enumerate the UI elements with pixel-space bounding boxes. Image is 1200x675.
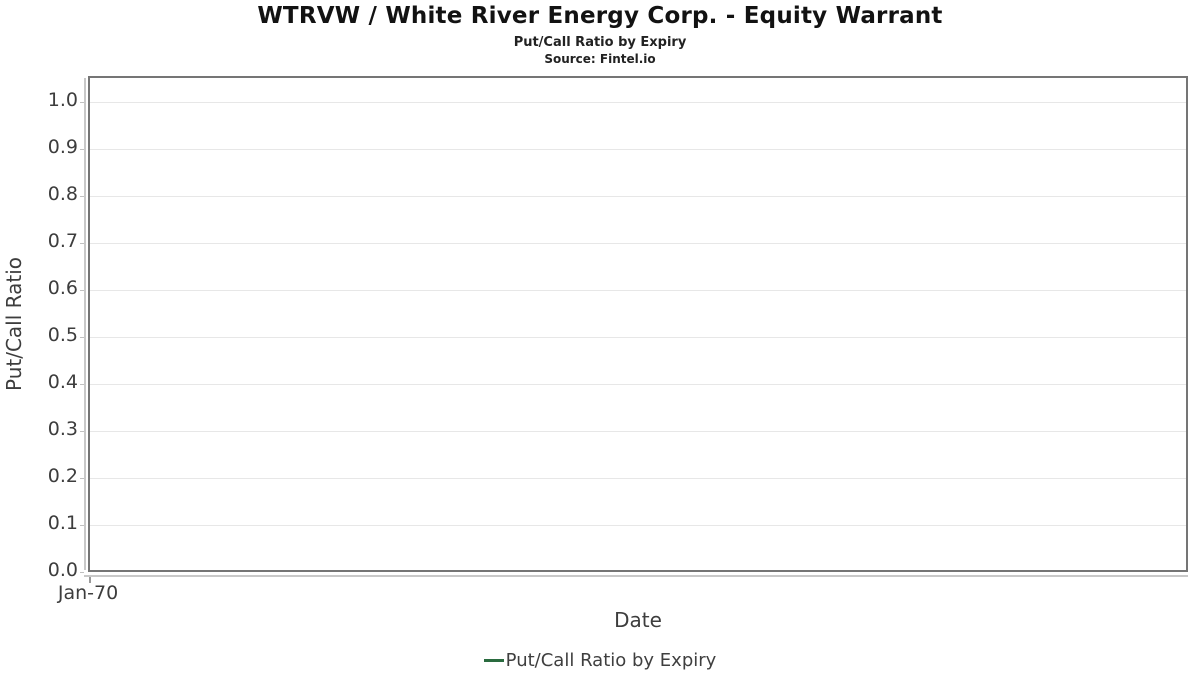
gridline: [90, 243, 1186, 244]
gridline: [90, 525, 1186, 526]
y-axis-line: [84, 78, 86, 570]
y-tick-mark: [80, 572, 84, 573]
y-tick-label: 0.9: [47, 136, 78, 158]
y-tick-label: 0.1: [47, 512, 78, 534]
plot-area: [80, 76, 1188, 583]
x-tick-mark: [89, 577, 91, 583]
gridline: [90, 102, 1186, 103]
chart-subtitle: Put/Call Ratio by Expiry: [513, 35, 687, 50]
gridline: [90, 384, 1186, 385]
x-tick-label: Jan-70: [57, 582, 119, 604]
y-tick-label: 0.0: [47, 559, 78, 581]
chart-source: Source: Fintel.io: [544, 52, 656, 66]
y-tick-labels: 1.0 0.9 0.8 0.7 0.6 0.5 0.4 0.3 0.2 0.1 0.0: [0, 76, 78, 581]
y-tick-mark: [80, 196, 84, 197]
gridline: [90, 149, 1186, 150]
y-tick-mark: [80, 290, 84, 291]
x-axis-title: Date: [614, 608, 662, 632]
legend-line-swatch: [483, 658, 504, 662]
gridline: [90, 478, 1186, 479]
y-tick-mark: [80, 102, 84, 103]
y-tick-label: 0.5: [47, 324, 78, 346]
gridline: [90, 337, 1186, 338]
y-tick-mark: [80, 337, 84, 338]
y-tick-label: 0.2: [47, 465, 78, 487]
y-tick-label: 0.7: [47, 230, 78, 252]
y-tick-label: 0.6: [47, 277, 78, 299]
y-tick-mark: [80, 431, 84, 432]
y-tick-mark: [80, 478, 84, 479]
gridline: [90, 196, 1186, 197]
y-tick-mark: [80, 243, 84, 244]
legend: Put/Call Ratio by Expiry: [0, 646, 1200, 674]
y-tick-label: 0.4: [47, 371, 78, 393]
legend-label: Put/Call Ratio by Expiry: [505, 649, 717, 671]
y-tick-label: 0.8: [47, 183, 78, 205]
y-tick-mark: [80, 149, 84, 150]
x-axis-line: [84, 575, 1188, 577]
y-axis-title: Put/Call Ratio: [2, 256, 26, 392]
y-tick-label: 1.0: [47, 89, 78, 111]
gridline: [90, 290, 1186, 291]
chart-title: WTRVW / White River Energy Corp. - Equit…: [257, 3, 943, 29]
gridline: [90, 431, 1186, 432]
y-tick-mark: [80, 384, 84, 385]
y-tick-mark: [80, 525, 84, 526]
y-tick-label: 0.3: [47, 418, 78, 440]
